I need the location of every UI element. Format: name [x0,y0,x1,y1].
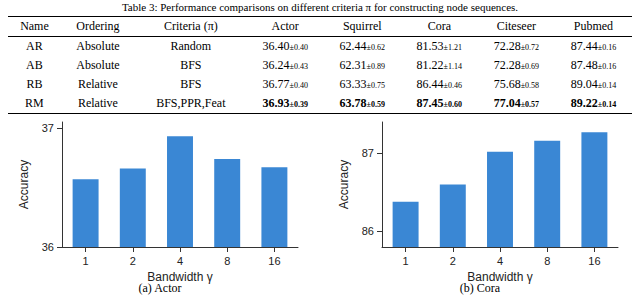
html-text:36.77±0.40: 36.77±0.40 [262,77,308,91]
html-text:Absolute: Absolute [76,39,120,53]
html-text:Table 3: Performance compariso: Table 3: Performance comparisons on diff… [121,1,519,13]
html-text:62.31±0.89: 62.31±0.89 [339,58,385,72]
svg-text:16: 16 [588,255,600,267]
svg-text:Accuracy: Accuracy [337,160,351,209]
html-text:Ordering: Ordering [76,19,120,33]
svg-text:8: 8 [544,255,550,267]
svg-text:1: 1 [83,255,89,267]
svg-text:36: 36 [42,241,54,253]
html-text:62.44±0.62: 62.44±0.62 [339,39,385,53]
html-text:BFS,PPR,Feat: BFS,PPR,Feat [156,96,226,110]
svg-text:(b) Cora: (b) Cora [460,281,501,295]
svg-text:8: 8 [224,255,230,267]
svg-text:4: 4 [177,255,183,267]
html-text:63.78±0.59: 63.78±0.59 [339,96,385,110]
html-text:72.28±0.72: 72.28±0.72 [493,39,539,53]
svg-text:(a) Actor: (a) Actor [139,281,182,295]
svg-text:Accuracy: Accuracy [17,160,31,209]
svg-text:2: 2 [450,255,456,267]
html-text:87.48±0.16: 87.48±0.16 [570,58,617,72]
svg-text:Bandwidth γ: Bandwidth γ [467,269,533,284]
html-text:Cora: Cora [427,19,451,33]
html-text:AR: AR [26,39,43,53]
html-text:BFS: BFS [180,58,202,72]
html-text:Absolute: Absolute [76,58,120,72]
html-text:86.44±0.46: 86.44±0.46 [416,77,462,91]
html-text:Relative: Relative [78,96,118,110]
html-text:Name: Name [20,19,49,33]
html-text:36.24±0.43: 36.24±0.43 [262,58,308,72]
svg-text:1: 1 [403,255,409,267]
html-text:RB: RB [26,77,43,91]
html-text:BFS: BFS [180,77,202,91]
html-text:AB: AB [26,58,43,72]
html-text:Relative: Relative [78,77,118,91]
html-text:Pubmed: Pubmed [573,19,614,33]
html-text:63.33±0.75: 63.33±0.75 [339,77,385,91]
html-text:77.04±0.57: 77.04±0.57 [493,96,539,110]
svg-text:87: 87 [362,147,374,159]
html-text:Citeseer: Citeseer [496,19,536,33]
html-text:87.45±0.60: 87.45±0.60 [416,96,462,110]
html-text:36.93±0.39: 36.93±0.39 [262,96,308,110]
svg-text:Bandwidth γ: Bandwidth γ [147,269,213,284]
html-text:RM: RM [25,96,44,110]
html-text:Random: Random [170,39,212,53]
html-text:75.68±0.58: 75.68±0.58 [493,77,539,91]
html-text:72.28±0.69: 72.28±0.69 [493,58,539,72]
html-text:81.53±1.21: 81.53±1.21 [416,39,462,53]
html-text:36.40±0.40: 36.40±0.40 [262,39,308,53]
svg-text:86: 86 [362,225,374,237]
svg-text:2: 2 [130,255,136,267]
html-text:Squirrel: Squirrel [342,19,382,33]
html-text:Criteria (π): Criteria (π) [164,19,218,33]
html-text:Actor: Actor [271,19,299,33]
svg-text:16: 16 [268,255,280,267]
html-text:89.04±0.14: 89.04±0.14 [570,77,617,91]
html-text:81.22±1.14: 81.22±1.14 [416,58,462,72]
html-text:87.44±0.16: 87.44±0.16 [570,39,617,53]
html-text:89.22±0.14: 89.22±0.14 [570,96,617,110]
svg-text:4: 4 [497,255,503,267]
svg-text:37: 37 [42,122,54,134]
